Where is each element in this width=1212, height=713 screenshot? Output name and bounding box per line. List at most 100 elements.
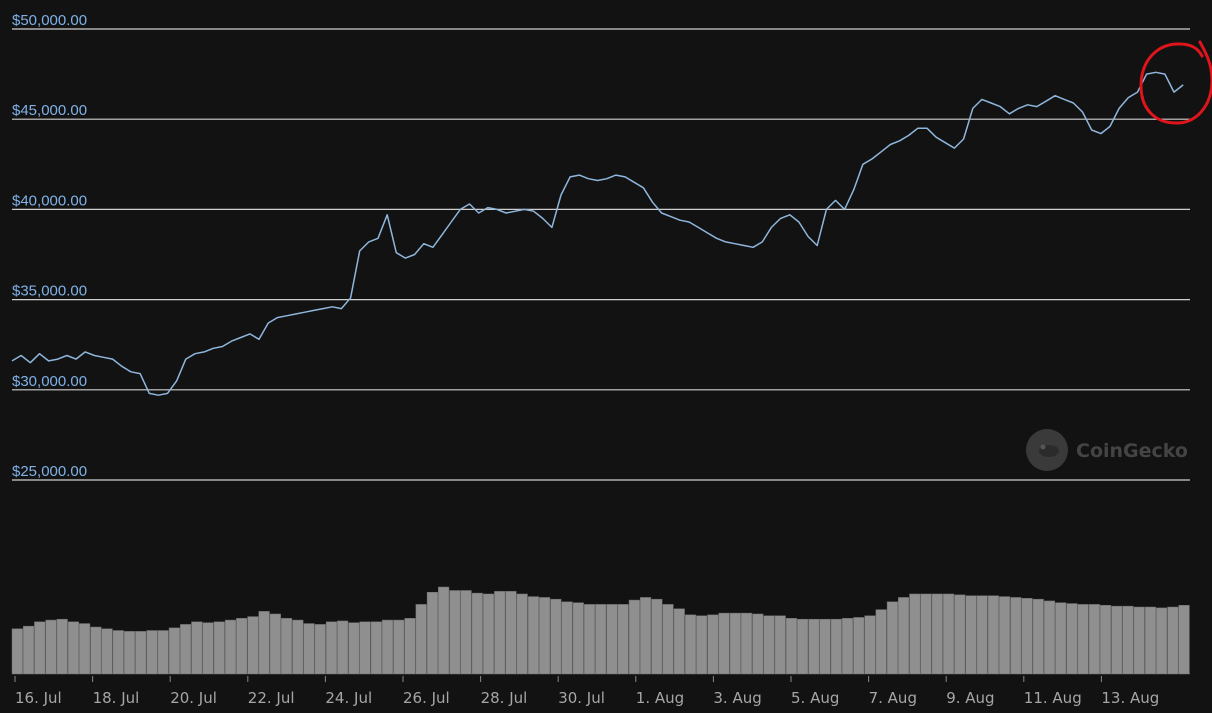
x-tick-label: 11. Aug — [1024, 689, 1082, 707]
volume-bar — [550, 598, 562, 675]
volume-bar — [1100, 605, 1112, 675]
x-tick-label: 16. Jul — [15, 689, 62, 707]
volume-bar — [370, 621, 382, 675]
volume-bar — [830, 618, 842, 675]
volume-bar — [595, 604, 607, 675]
x-tick-label: 5. Aug — [791, 689, 839, 707]
volume-bar — [482, 593, 495, 675]
volume-bar — [79, 623, 91, 675]
volume-bar — [785, 618, 797, 675]
volume-bar — [628, 599, 640, 675]
volume-bar — [920, 593, 932, 675]
volume-bar — [67, 621, 79, 675]
volume-bar — [864, 615, 876, 675]
volume-bar — [1178, 605, 1190, 675]
volume-bar — [819, 618, 831, 675]
volume-bar — [909, 593, 921, 675]
volume-bar — [1066, 603, 1078, 675]
volume-bar — [135, 631, 147, 675]
x-tick-label: 1. Aug — [636, 689, 684, 707]
volume-bar — [224, 619, 237, 675]
volume-bar — [157, 630, 169, 675]
volume-bar — [942, 593, 955, 675]
y-tick-label: $25,000.00 — [12, 463, 87, 480]
volume-bar — [56, 618, 68, 675]
volume-bar — [954, 594, 966, 675]
volume-bar — [303, 623, 315, 675]
volume-bar — [348, 622, 360, 675]
volume-bar — [651, 598, 663, 675]
x-tick-label: 3. Aug — [713, 689, 761, 707]
price-line — [11, 71, 1184, 396]
volume-bar — [191, 621, 203, 675]
volume-bar — [606, 604, 618, 675]
volume-bar — [269, 613, 281, 675]
volume-bar — [797, 618, 809, 675]
volume-bar — [281, 618, 293, 675]
volume-bar — [561, 601, 573, 675]
volume-bar — [471, 592, 483, 675]
volume-bar — [841, 618, 854, 675]
volume-bar — [1055, 602, 1067, 675]
y-axis-ticks: $50,000.00 $45,000.00 $40,000.00 $35,000.00… — [12, 12, 87, 480]
volume-bar — [337, 620, 349, 675]
volume-bar — [931, 593, 943, 675]
volume-bar — [1043, 600, 1056, 675]
volume-bar — [415, 604, 427, 675]
volume-bar — [640, 597, 652, 675]
price-series — [11, 71, 1184, 396]
volume-bar — [1111, 605, 1123, 675]
volume-bar — [808, 618, 820, 675]
volume-bar — [180, 624, 192, 675]
volume-bar — [740, 612, 753, 675]
volume-bar — [718, 612, 730, 675]
volume-bar — [258, 611, 270, 675]
volume-bar — [617, 604, 629, 675]
volume-bar — [875, 609, 887, 675]
volume-bar — [965, 595, 977, 675]
volume-bar — [22, 625, 35, 675]
volume-bar — [112, 630, 124, 675]
y-tick-label: $35,000.00 — [12, 283, 87, 300]
volume-bar — [11, 628, 23, 675]
volume-bar — [527, 596, 539, 675]
grid-lines — [12, 28, 1190, 481]
volume-bar — [393, 619, 405, 675]
volume-bar — [202, 622, 214, 675]
volume-bar — [999, 596, 1011, 675]
volume-bar — [449, 590, 461, 675]
volume-bar — [101, 628, 113, 675]
coingecko-watermark: CoinGecko — [1026, 429, 1188, 471]
volume-bar — [853, 617, 865, 675]
annotation-circle — [1139, 40, 1212, 125]
volume-bar — [1156, 607, 1168, 675]
volume-bar — [662, 604, 674, 675]
volume-bar — [505, 591, 517, 675]
x-tick-label: 22. Jul — [248, 689, 295, 707]
volume-bar — [146, 630, 158, 675]
volume-bar — [404, 618, 416, 675]
y-tick-label: $30,000.00 — [12, 373, 87, 390]
volume-bar — [976, 595, 988, 675]
watermark-text: CoinGecko — [1076, 440, 1188, 462]
volume-bar — [494, 591, 506, 675]
volume-bar — [168, 627, 180, 675]
x-tick-label: 18. Jul — [93, 689, 140, 707]
x-tick-label: 30. Jul — [558, 689, 605, 707]
x-tick-label: 24. Jul — [325, 689, 372, 707]
volume-bar — [707, 614, 719, 675]
volume-bar — [1122, 605, 1134, 675]
volume-bar — [516, 593, 528, 675]
volume-bar — [1010, 597, 1022, 675]
volume-bar — [381, 619, 394, 675]
volume-bar — [426, 591, 438, 675]
volume-bar — [684, 614, 697, 675]
volume-bar — [763, 615, 775, 675]
volume-bar — [213, 621, 225, 675]
x-tick-label: 20. Jul — [170, 689, 217, 707]
x-tick-label: 28. Jul — [481, 689, 528, 707]
volume-bar — [752, 613, 764, 675]
volume-bar — [314, 624, 326, 675]
volume-bar — [460, 590, 472, 675]
